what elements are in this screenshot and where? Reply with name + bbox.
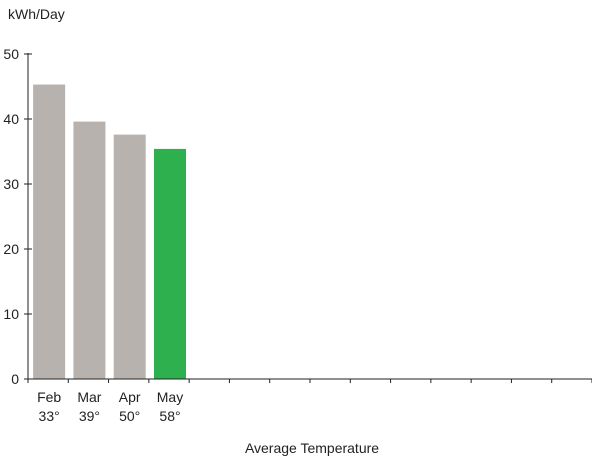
x-tick-label-month: Mar	[77, 389, 101, 405]
x-tick-label-temperature: 50°	[119, 408, 140, 424]
bars-layer	[33, 84, 186, 380]
x-axis-title: Average Temperature	[245, 440, 379, 456]
y-tick-label: 50	[3, 46, 19, 62]
bar-mar	[73, 121, 106, 379]
x-tick-label-temperature: 33°	[39, 408, 60, 424]
y-axis-title: kWh/Day	[8, 6, 65, 22]
x-axis: Feb 33° Mar 39° Apr 50° May 58°	[24, 378, 592, 424]
x-tick-label-month: Apr	[119, 389, 141, 405]
x-tick-label-month: Feb	[37, 389, 61, 405]
bar-may	[154, 148, 186, 379]
y-tick-label: 20	[3, 241, 19, 257]
x-tick-label-temperature: 58°	[159, 408, 180, 424]
y-axis: 0 10 20 30 40 50	[3, 46, 32, 387]
bar-apr	[113, 134, 146, 379]
x-tick-label-month: May	[157, 389, 183, 405]
y-tick-label: 10	[3, 306, 19, 322]
x-tick-label-temperature: 39°	[79, 408, 100, 424]
y-tick-label: 30	[3, 176, 19, 192]
bar-feb	[33, 84, 66, 380]
y-tick-label: 40	[3, 111, 19, 127]
y-tick-label: 0	[11, 371, 19, 387]
